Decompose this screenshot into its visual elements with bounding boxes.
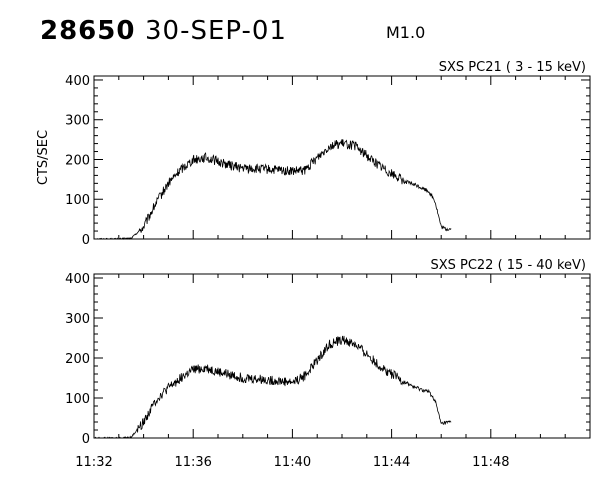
x-tick-label: 11:40 xyxy=(274,455,311,470)
series-line xyxy=(94,335,452,439)
y-tick-label: 100 xyxy=(65,392,90,407)
panel-title: SXS PC22 ( 15 - 40 keV) xyxy=(430,258,586,273)
x-tick-label: 11:48 xyxy=(472,455,509,470)
y-tick-label: 300 xyxy=(65,312,90,327)
panel-1: 0 100 200 300 400 SXS PC21 ( 3 - 15 keV) CTS/S… xyxy=(36,60,591,248)
panel-title: SXS PC21 ( 3 - 15 keV) xyxy=(439,60,586,75)
x-tick-label: 11:32 xyxy=(75,455,112,470)
x-tick-label: 11:44 xyxy=(373,455,410,470)
flare-class: M1.0 xyxy=(386,23,426,42)
panel-2: 0 100 200 300 400 11:32 11:36 11:40 11:44 11:48 SX… xyxy=(65,258,591,470)
x-tick-label: 11:36 xyxy=(174,455,211,470)
plot-frame xyxy=(93,75,591,240)
y-axis-label: CTS/SEC xyxy=(36,130,51,185)
y-tick-label: 0 xyxy=(82,432,90,447)
y-tick-label: 100 xyxy=(65,193,90,208)
y-tick-label: 200 xyxy=(65,352,90,367)
plot-frame xyxy=(93,273,591,439)
series-line xyxy=(94,138,452,240)
y-tick-label: 0 xyxy=(82,233,90,248)
event-date: 30-SEP-01 xyxy=(145,16,287,46)
event-id: 28650 xyxy=(40,16,136,46)
y-tick-label: 200 xyxy=(65,153,90,168)
y-tick-label: 400 xyxy=(65,74,90,89)
y-tick-label: 300 xyxy=(65,114,90,129)
y-tick-label: 400 xyxy=(65,272,90,287)
